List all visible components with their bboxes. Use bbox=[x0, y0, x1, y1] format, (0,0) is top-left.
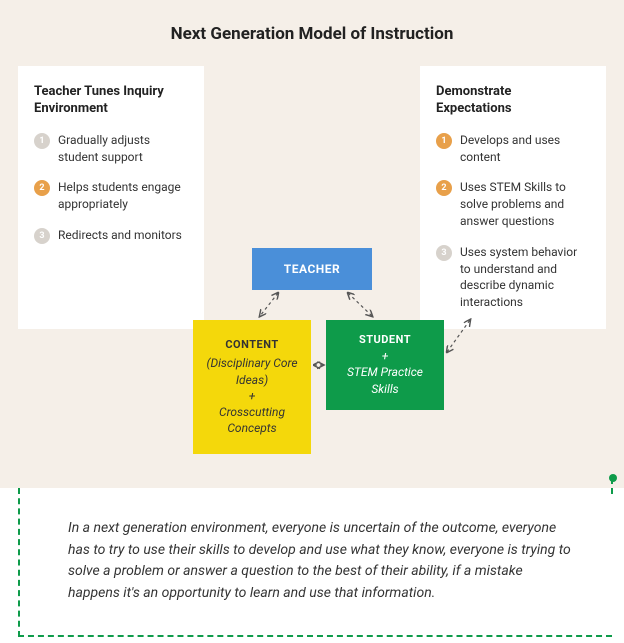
teacher-card-item: 2 Helps students engage appropriately bbox=[34, 179, 188, 213]
expectations-card-item: 3 Uses system behavior to understand and … bbox=[436, 244, 590, 311]
teacher-card-item-text: Helps students engage appropriately bbox=[58, 179, 188, 213]
content-node-plus: + bbox=[249, 388, 256, 404]
teacher-card-item-text: Gradually adjusts student support bbox=[58, 132, 188, 166]
student-node: STUDENT + STEM Practice Skills bbox=[326, 320, 444, 410]
quote-text: In a next generation environment, everyo… bbox=[68, 518, 572, 605]
content-node-line2: Crosscutting Concepts bbox=[199, 404, 305, 436]
number-badge: 3 bbox=[436, 245, 452, 261]
expectations-card-item-text: Develops and uses content bbox=[460, 132, 590, 166]
main-title: Next Generation Model of Instruction bbox=[18, 24, 606, 44]
diagram-panel: Next Generation Model of Instruction Tea… bbox=[0, 0, 624, 488]
number-badge: 2 bbox=[436, 180, 452, 196]
expectations-card-title: Demonstrate Expectations bbox=[436, 84, 590, 118]
quote-panel: In a next generation environment, everyo… bbox=[18, 488, 612, 637]
quote-connector-dot bbox=[609, 474, 617, 482]
info-columns: Teacher Tunes Inquiry Environment 1 Gradu… bbox=[18, 66, 606, 329]
content-node: CONTENT (Disciplinary Core Ideas) + Cros… bbox=[193, 320, 311, 454]
teacher-card-item: 3 Redirects and monitors bbox=[34, 227, 188, 244]
expectations-card-item: 2 Uses STEM Skills to solve problems and … bbox=[436, 179, 590, 229]
expectations-card-item-text: Uses STEM Skills to solve problems and a… bbox=[460, 179, 590, 229]
teacher-card: Teacher Tunes Inquiry Environment 1 Gradu… bbox=[18, 66, 204, 329]
expectations-card-item: 1 Develops and uses content bbox=[436, 132, 590, 166]
number-badge: 1 bbox=[436, 133, 452, 149]
expectations-card: Demonstrate Expectations 1 Develops and u… bbox=[420, 66, 606, 329]
number-badge: 2 bbox=[34, 180, 50, 196]
student-node-title: STUDENT bbox=[359, 333, 411, 348]
number-badge: 3 bbox=[34, 228, 50, 244]
teacher-card-title: Teacher Tunes Inquiry Environment bbox=[34, 84, 188, 118]
teacher-card-item-text: Redirects and monitors bbox=[58, 227, 182, 244]
content-node-line1: (Disciplinary Core Ideas) bbox=[199, 355, 305, 387]
teacher-card-item: 1 Gradually adjusts student support bbox=[34, 132, 188, 166]
number-badge: 1 bbox=[34, 133, 50, 149]
student-node-line1: STEM Practice Skills bbox=[332, 364, 438, 396]
content-node-title: CONTENT bbox=[225, 338, 278, 353]
expectations-card-item-text: Uses system behavior to understand and d… bbox=[460, 244, 590, 311]
student-node-plus: + bbox=[382, 348, 389, 364]
